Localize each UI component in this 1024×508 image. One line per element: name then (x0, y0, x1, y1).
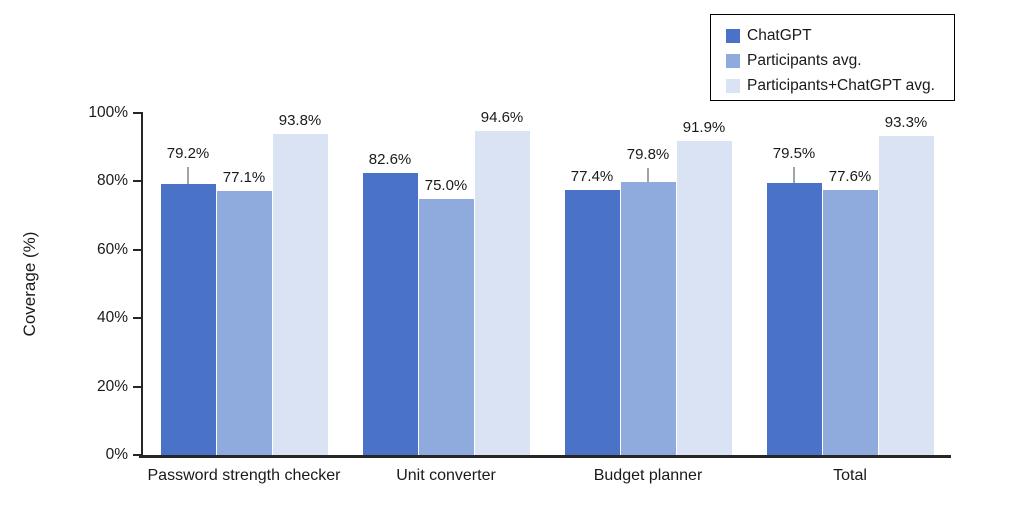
category-label-budget-planner: Budget planner (593, 467, 703, 484)
bar-participants-avg-unit-converter (418, 198, 474, 455)
bar-chatgpt-budget-planner (564, 190, 620, 455)
data-label: 75.0% (424, 176, 468, 194)
y-axis-line (141, 112, 143, 457)
bar-slot-chatgpt: 79.2% (160, 113, 216, 455)
bar-slot-participants-avg: 77.1% (216, 113, 272, 455)
y-tick-label-20: 20% (96, 377, 128, 395)
bar-slot-chatgpt: 82.6% (362, 113, 418, 455)
bar-slot-chatgpt: 79.5% (766, 113, 822, 455)
legend-item-chatgpt: ChatGPT (726, 23, 954, 48)
bar-group-unit-converter: 82.6% 75.0% 94.6% (345, 109, 547, 455)
bar-slot-participants-chatgpt-avg: 93.8% (272, 112, 328, 455)
legend-swatch-icon (726, 78, 740, 93)
bar-slot-participants-chatgpt-avg: 93.3% (878, 113, 934, 455)
y-tick-mark-40 (133, 317, 141, 320)
data-label: 79.5% (772, 145, 816, 163)
legend: ChatGPT Participants avg. Participants+Cha… (710, 14, 955, 101)
bar-participants-avg-password-strength-checker (216, 191, 272, 455)
error-bar (187, 167, 189, 185)
plot-area: 79.2% 77.1% 93.8% 82.6% 75.0% 94.6% 77.4% 79.8%… (143, 109, 951, 455)
data-label: 93.3% (884, 113, 928, 131)
bar-participants-chatgpt-avg-unit-converter (474, 131, 530, 455)
bar-slot-participants-avg: 77.6% (822, 113, 878, 455)
y-tick-label-80: 80% (96, 172, 128, 190)
legend-swatch-icon (726, 28, 740, 43)
data-label: 77.1% (222, 169, 266, 187)
bar-slot-participants-chatgpt-avg: 91.9% (676, 113, 732, 455)
bar-slot-chatgpt: 77.4% (564, 113, 620, 455)
data-label: 93.8% (278, 112, 322, 130)
y-tick-label-0: 0% (105, 446, 128, 463)
data-label: 79.2% (166, 145, 210, 163)
category-label-unit-converter: Unit converter (396, 467, 496, 484)
category-label-password-strength-checker: Password strength checker (147, 467, 341, 484)
x-axis-category-labels: Password strength checker Unit converter B… (143, 467, 951, 485)
data-label: 94.6% (480, 109, 524, 127)
bar-participants-chatgpt-avg-budget-planner (676, 140, 732, 455)
bar-group-total: 79.5% 77.6% 93.3% (749, 113, 951, 455)
bar-chatgpt-unit-converter (362, 172, 418, 455)
legend-item-participants-avg: Participants avg. (726, 48, 954, 73)
bar-slot-participants-avg: 75.0% (418, 113, 474, 455)
bar-participants-chatgpt-avg-total (878, 135, 934, 455)
y-tick-mark-20 (133, 385, 141, 388)
data-label: 91.9% (682, 118, 726, 136)
data-label: 79.8% (626, 146, 670, 164)
category-label-total: Total (833, 467, 867, 484)
x-axis-line (139, 455, 951, 458)
error-bar (647, 168, 649, 183)
data-label: 77.4% (570, 168, 614, 186)
bar-chatgpt-total (766, 183, 822, 455)
y-tick-mark-0 (133, 454, 141, 456)
bar-participants-chatgpt-avg-password-strength-checker (272, 134, 328, 455)
data-label: 77.6% (828, 167, 872, 185)
data-label: 82.6% (368, 150, 412, 168)
bar-chatgpt-password-strength-checker (160, 184, 216, 455)
y-tick-label-60: 60% (96, 240, 128, 258)
legend-item-participants-chatgpt-avg: Participants+ChatGPT avg. (726, 73, 954, 98)
bar-participants-avg-budget-planner (620, 182, 676, 455)
bar-group-budget-planner: 77.4% 79.8% 91.9% (547, 113, 749, 455)
bar-slot-participants-avg: 79.8% (620, 113, 676, 455)
bar-participants-avg-total (822, 189, 878, 455)
error-bar (793, 167, 795, 184)
bar-group-password-strength-checker: 79.2% 77.1% 93.8% (143, 112, 345, 455)
legend-swatch-icon (726, 53, 740, 68)
y-tick-mark-60 (133, 248, 141, 251)
y-tick-label-40: 40% (96, 309, 128, 327)
bar-slot-participants-chatgpt-avg: 94.6% (474, 109, 530, 455)
y-tick-mark-80 (133, 180, 141, 183)
legend-label: Participants avg. (747, 51, 862, 69)
y-tick-label-100: 100% (88, 104, 128, 121)
legend-label: Participants+ChatGPT avg. (747, 76, 935, 94)
legend-label: ChatGPT (747, 26, 812, 44)
y-tick-mark-100 (133, 112, 141, 114)
